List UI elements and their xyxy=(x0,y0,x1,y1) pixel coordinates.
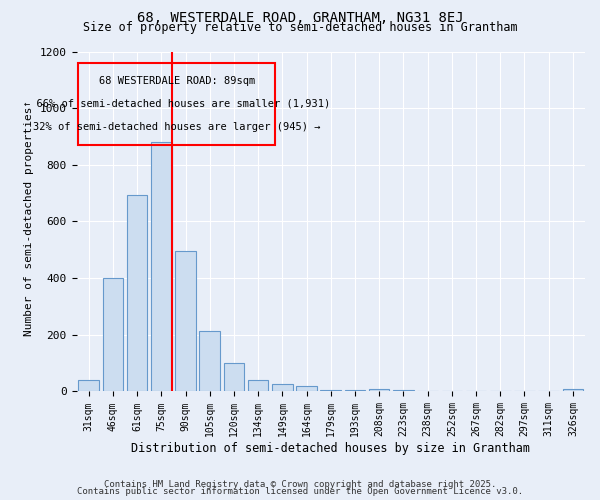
Bar xyxy=(199,330,220,392)
Bar xyxy=(103,278,123,392)
Bar xyxy=(296,386,317,392)
Bar xyxy=(442,391,462,392)
Bar xyxy=(224,363,244,392)
Bar xyxy=(466,391,487,392)
Bar xyxy=(151,142,172,392)
Text: 68 WESTERDALE ROAD: 89sqm: 68 WESTERDALE ROAD: 89sqm xyxy=(98,76,255,86)
Text: 32% of semi-detached houses are larger (945) →: 32% of semi-detached houses are larger (… xyxy=(33,122,320,132)
Bar xyxy=(127,194,148,392)
Bar xyxy=(78,63,275,145)
Bar xyxy=(272,384,293,392)
Text: 68, WESTERDALE ROAD, GRANTHAM, NG31 8EJ: 68, WESTERDALE ROAD, GRANTHAM, NG31 8EJ xyxy=(137,11,463,25)
Text: Contains HM Land Registry data © Crown copyright and database right 2025.: Contains HM Land Registry data © Crown c… xyxy=(104,480,496,489)
Bar xyxy=(393,390,414,392)
X-axis label: Distribution of semi-detached houses by size in Grantham: Distribution of semi-detached houses by … xyxy=(131,442,530,455)
Text: Contains public sector information licensed under the Open Government Licence v3: Contains public sector information licen… xyxy=(77,488,523,496)
Bar xyxy=(418,390,438,392)
Bar xyxy=(345,390,365,392)
Bar xyxy=(175,251,196,392)
Text: Size of property relative to semi-detached houses in Grantham: Size of property relative to semi-detach… xyxy=(83,21,517,34)
Bar xyxy=(369,388,389,392)
Bar xyxy=(248,380,268,392)
Y-axis label: Number of semi-detached properties: Number of semi-detached properties xyxy=(24,106,34,336)
Bar xyxy=(320,390,341,392)
Text: ← 66% of semi-detached houses are smaller (1,931): ← 66% of semi-detached houses are smalle… xyxy=(23,99,330,109)
Bar xyxy=(563,389,583,392)
Bar xyxy=(79,380,99,392)
Bar xyxy=(490,391,511,392)
